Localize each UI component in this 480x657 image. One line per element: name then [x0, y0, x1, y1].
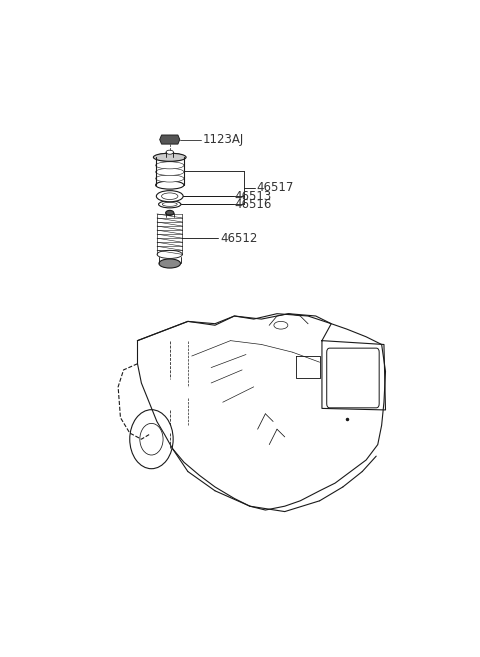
Text: 46512: 46512: [220, 232, 257, 244]
Text: 46517: 46517: [256, 181, 294, 194]
Ellipse shape: [156, 175, 184, 182]
Ellipse shape: [162, 193, 178, 200]
Ellipse shape: [166, 210, 174, 215]
Circle shape: [130, 410, 173, 468]
Ellipse shape: [156, 168, 184, 175]
Ellipse shape: [162, 202, 177, 206]
Text: 46513: 46513: [235, 190, 272, 203]
Ellipse shape: [166, 150, 173, 154]
Circle shape: [140, 423, 163, 455]
Ellipse shape: [158, 201, 181, 208]
Ellipse shape: [156, 191, 183, 202]
FancyBboxPatch shape: [327, 348, 379, 408]
Ellipse shape: [159, 259, 180, 268]
Ellipse shape: [154, 153, 186, 162]
Text: 46516: 46516: [235, 198, 272, 211]
Text: 1123AJ: 1123AJ: [203, 133, 244, 146]
Ellipse shape: [156, 181, 184, 189]
Ellipse shape: [274, 321, 288, 329]
Ellipse shape: [156, 162, 184, 169]
Ellipse shape: [156, 153, 184, 162]
Ellipse shape: [157, 250, 182, 258]
Polygon shape: [160, 135, 180, 144]
